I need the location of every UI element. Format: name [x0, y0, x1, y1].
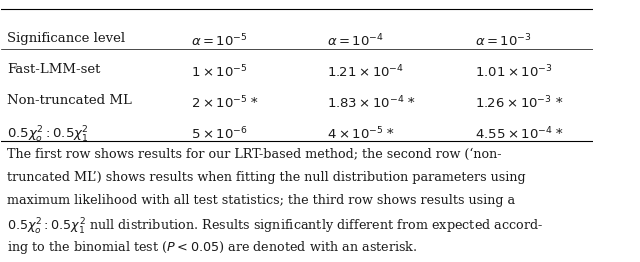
Text: $1.26 \times 10^{-3}$ *: $1.26 \times 10^{-3}$ * [475, 94, 563, 111]
Text: $\alpha = 10^{-3}$: $\alpha = 10^{-3}$ [475, 32, 532, 49]
Text: Non-truncated ML: Non-truncated ML [7, 94, 132, 107]
Text: $5 \times 10^{-6}$: $5 \times 10^{-6}$ [191, 125, 248, 142]
Text: $4 \times 10^{-5}$ *: $4 \times 10^{-5}$ * [327, 125, 395, 142]
Text: $0.5\chi^2_o : 0.5\chi^2_1$: $0.5\chi^2_o : 0.5\chi^2_1$ [7, 125, 89, 145]
Text: ing to the binomial test ($P < 0.05$) are denoted with an asterisk.: ing to the binomial test ($P < 0.05$) ar… [7, 239, 418, 256]
Text: Fast-LMM-set: Fast-LMM-set [7, 63, 100, 76]
Text: $1 \times 10^{-5}$: $1 \times 10^{-5}$ [191, 63, 247, 80]
Text: The first row shows results for our LRT-based method; the second row (‘non-: The first row shows results for our LRT-… [7, 149, 502, 161]
Text: $1.21 \times 10^{-4}$: $1.21 \times 10^{-4}$ [327, 63, 404, 80]
Text: maximum likelihood with all test statistics; the third row shows results using a: maximum likelihood with all test statist… [7, 194, 515, 207]
Text: $\alpha = 10^{-4}$: $\alpha = 10^{-4}$ [327, 32, 384, 49]
Text: truncated ML’) shows results when fitting the null distribution parameters using: truncated ML’) shows results when fittin… [7, 171, 526, 184]
Text: $2 \times 10^{-5}$ *: $2 \times 10^{-5}$ * [191, 94, 259, 111]
Text: Significance level: Significance level [7, 32, 125, 45]
Text: $1.01 \times 10^{-3}$: $1.01 \times 10^{-3}$ [475, 63, 552, 80]
Text: $0.5\chi^2_o : 0.5\chi^2_1$ null distribution. Results significantly different f: $0.5\chi^2_o : 0.5\chi^2_1$ null distrib… [7, 216, 543, 237]
Text: $1.83 \times 10^{-4}$ *: $1.83 \times 10^{-4}$ * [327, 94, 416, 111]
Text: $\alpha = 10^{-5}$: $\alpha = 10^{-5}$ [191, 32, 248, 49]
Text: $4.55 \times 10^{-4}$ *: $4.55 \times 10^{-4}$ * [475, 125, 564, 142]
